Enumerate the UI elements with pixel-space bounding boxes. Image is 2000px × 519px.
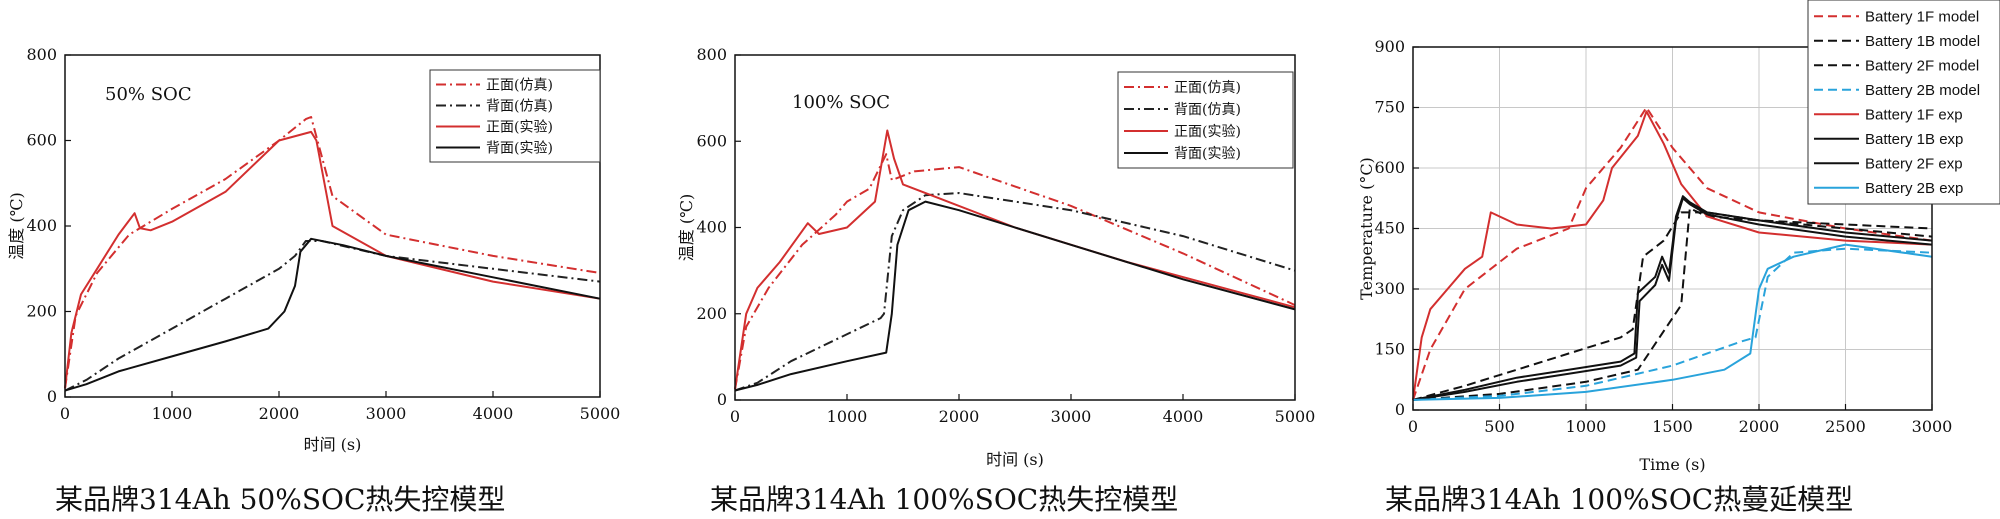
series-line-1 (1412, 106, 1933, 401)
legend: 正面(仿真) 背面(仿真) 正面(实验) 背面(实验) (429, 69, 601, 163)
y-tick-label: 0 (717, 390, 727, 409)
legend-label: 正面(实验) (1174, 124, 1241, 140)
x-tick-label: 3000 (1912, 417, 1953, 436)
x-tick-label: 3000 (366, 404, 407, 423)
legend-label: Battery 1F model (1865, 8, 1979, 25)
x-tick-label: 4000 (1163, 407, 1204, 426)
series-line-4 (1412, 247, 1933, 401)
x-tick-label: 0 (1408, 417, 1418, 436)
legend: Battery 1F model Battery 1B model Battery … (1807, 0, 2000, 205)
x-tick-label: 1500 (1652, 417, 1693, 436)
series-line-3 (64, 130, 601, 389)
x-axis-label: 时间 (s) (986, 450, 1044, 469)
y-tick-label: 200 (696, 304, 727, 323)
x-tick-label: 1000 (1566, 417, 1607, 436)
x-tick-label: 2000 (259, 404, 300, 423)
x-axis-label: Time (s) (1639, 455, 1705, 474)
y-axis-label: 温度 (℃) (677, 194, 696, 261)
series-line-7 (1412, 197, 1933, 401)
chart-1: 0 1000 2000 3000 4000 5000 0 200 400 600 800 时间 (s)… (7, 45, 620, 454)
x-tick-label: 2000 (939, 407, 980, 426)
series-line-4 (734, 200, 1296, 392)
caption-chart-2: 某品牌314Ah 100%SOC热失控模型 (710, 483, 1179, 516)
y-tick-label: 400 (26, 216, 57, 235)
y-tick-label: 0 (47, 387, 57, 406)
y-axis-label: Temperature (°C) (1357, 157, 1376, 300)
series-line-2 (734, 192, 1296, 392)
y-tick-label: 600 (1374, 158, 1405, 177)
y-tick-label: 0 (1395, 400, 1405, 419)
x-tick-label: 0 (730, 407, 740, 426)
legend: 正面(仿真) 背面(仿真) 正面(实验) 背面(实验) (1117, 71, 1294, 169)
chart-2: 0 1000 2000 3000 4000 5000 0 200 400 600 800 时间 (s)… (677, 45, 1315, 469)
legend-label: Battery 1B model (1865, 33, 1980, 50)
y-tick-label: 450 (1374, 219, 1405, 238)
legend-label: Battery 2B exp (1865, 180, 1963, 197)
legend-label: 背面(实验) (1174, 146, 1241, 162)
y-tick-label: 900 (1374, 37, 1405, 56)
y-tick-label: 750 (1374, 98, 1405, 117)
legend-label: 正面(仿真) (1174, 80, 1241, 96)
y-tick-label: 800 (26, 45, 57, 64)
x-tick-label: 4000 (473, 404, 514, 423)
legend-label: Battery 1B exp (1865, 131, 1963, 148)
x-tick-label: 2000 (1739, 417, 1780, 436)
legend-label: Battery 2F exp (1865, 155, 1963, 172)
x-tick-label: 5000 (1275, 407, 1316, 426)
legend-label: Battery 2F model (1865, 57, 1979, 74)
soc-annotation: 100% SOC (792, 92, 890, 113)
caption-chart-1: 某品牌314Ah 50%SOC热失控模型 (55, 483, 506, 516)
x-tick-label: 500 (1484, 417, 1515, 436)
x-tick-label: 3000 (1051, 407, 1092, 426)
x-tick-label: 0 (60, 404, 70, 423)
x-tick-label: 1000 (152, 404, 193, 423)
y-tick-label: 200 (26, 302, 57, 321)
y-tick-label: 600 (26, 131, 57, 150)
legend-label: 正面(实验) (486, 120, 553, 136)
x-axis-label: 时间 (s) (304, 435, 362, 454)
series-line-3 (734, 129, 1296, 390)
caption-chart-3: 某品牌314Ah 100%SOC热蔓延模型 (1385, 483, 1854, 516)
legend-label: 背面(仿真) (1174, 102, 1241, 118)
y-axis-label: 温度 (℃) (7, 192, 26, 259)
series-line-2 (64, 240, 601, 392)
legend-label: Battery 1F exp (1865, 106, 1963, 123)
chart-3: 0 500 1000 1500 2000 2500 3000 0 150 300 450 600 750… (1357, 0, 2000, 474)
legend-label: 背面(仿真) (486, 99, 553, 115)
y-tick-label: 600 (696, 131, 727, 150)
legend-label: Battery 2B model (1865, 82, 1980, 99)
legend-label: 背面(实验) (486, 141, 553, 157)
y-tick-label: 400 (696, 218, 727, 237)
y-tick-label: 300 (1374, 279, 1405, 298)
series-line-3 (1412, 207, 1933, 401)
legend-box (1807, 0, 2000, 205)
x-tick-label: 1000 (827, 407, 868, 426)
series-line-4 (64, 237, 601, 392)
x-tick-label: 5000 (580, 404, 621, 423)
series-line-8 (1412, 243, 1933, 401)
x-tick-label: 2500 (1825, 417, 1866, 436)
legend-label: 正面(仿真) (486, 78, 553, 94)
series-line-1 (734, 153, 1296, 390)
y-tick-label: 150 (1374, 340, 1405, 359)
y-tick-label: 800 (696, 45, 727, 64)
series-line-6 (1412, 195, 1933, 401)
soc-annotation: 50% SOC (105, 84, 192, 105)
